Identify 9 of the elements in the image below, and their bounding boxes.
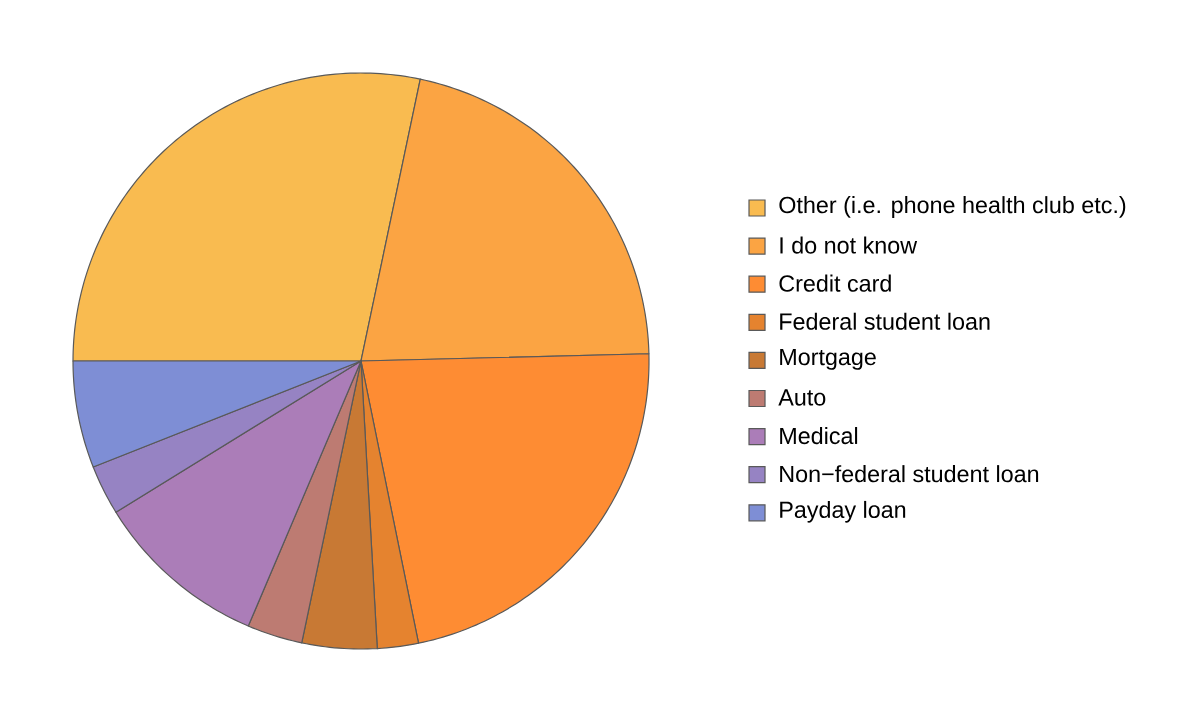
legend-label: Credit card xyxy=(779,274,891,292)
legend-label: Non−federal student loan xyxy=(780,465,1039,483)
legend-label: I do not know xyxy=(780,236,918,254)
legend-label: Federal student loan xyxy=(780,312,990,330)
legend-label: Other (i.e. phone health club etc.) xyxy=(779,196,1126,218)
legend-label: Payday loan xyxy=(780,500,906,523)
legend-label: Mortgage xyxy=(780,348,876,370)
legend-label: Medical xyxy=(780,427,858,445)
legend-label: Auto xyxy=(778,389,826,406)
